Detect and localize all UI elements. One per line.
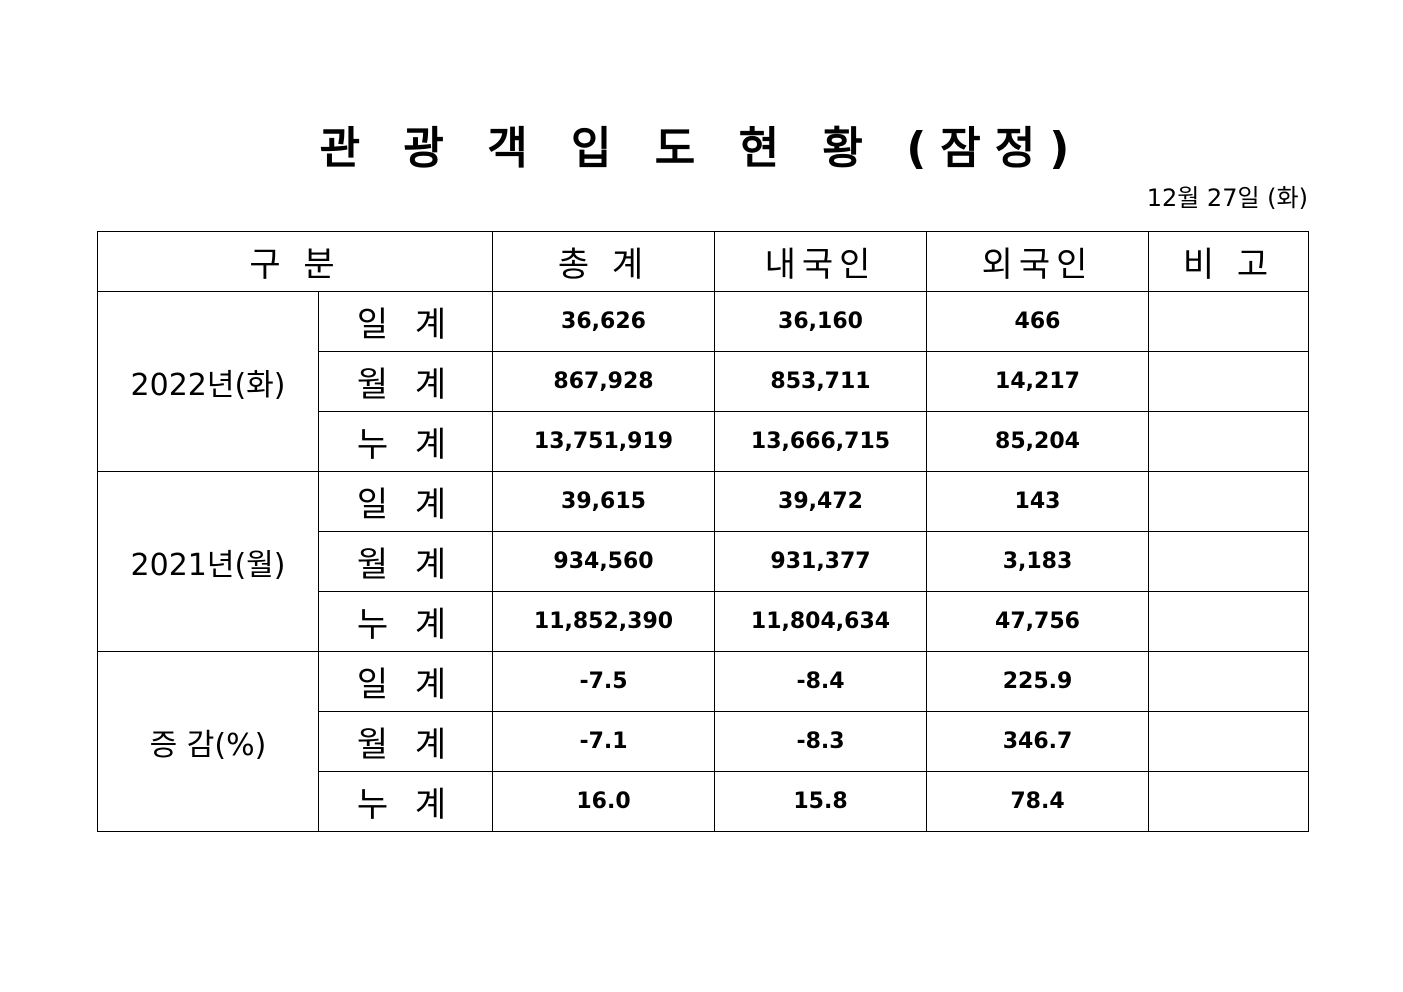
value-cell: 13,751,919 bbox=[492, 411, 715, 472]
value-cell: 14,217 bbox=[926, 351, 1149, 412]
column-header: 외국인 bbox=[926, 231, 1149, 292]
group-label: 증 감(%) bbox=[97, 651, 319, 832]
value-cell: 346.7 bbox=[926, 711, 1149, 772]
note-cell bbox=[1148, 351, 1309, 412]
value-cell: 11,852,390 bbox=[492, 591, 715, 652]
value-cell: -7.5 bbox=[492, 651, 715, 712]
data-row: 누 계 13,751,919 13,666,715 85,204 bbox=[98, 411, 1309, 472]
data-row: 증 감(%) 일 계 -7.5 -8.4 225.9 bbox=[97, 651, 1309, 832]
data-row: 누 계 16.0 15.8 78.4 bbox=[98, 771, 1309, 832]
note-cell bbox=[1148, 771, 1309, 832]
data-row: 2022년(화) 일 계 36,626 36,160 466 bbox=[97, 291, 1309, 472]
note-cell bbox=[1148, 291, 1309, 352]
value-cell: -8.4 bbox=[714, 651, 927, 712]
value-cell: 15.8 bbox=[714, 771, 927, 832]
data-row: 월 계 -7.1 -8.3 346.7 bbox=[98, 711, 1309, 772]
value-cell: 143 bbox=[926, 471, 1149, 532]
value-cell: 11,804,634 bbox=[714, 591, 927, 652]
value-cell: 3,183 bbox=[926, 531, 1149, 592]
value-cell: 867,928 bbox=[492, 351, 715, 412]
value-cell: 36,626 bbox=[492, 291, 715, 352]
row-label: 누 계 bbox=[318, 771, 493, 832]
value-cell: 36,160 bbox=[714, 291, 927, 352]
note-cell bbox=[1148, 591, 1309, 652]
group-label: 2022년(화) bbox=[97, 291, 319, 472]
row-label: 월 계 bbox=[318, 351, 493, 412]
row-label: 일 계 bbox=[318, 651, 493, 712]
value-cell: -8.3 bbox=[714, 711, 927, 772]
value-cell: 934,560 bbox=[492, 531, 715, 592]
title: 관 광 객 입 도 현 황 (잠정) bbox=[319, 123, 1084, 174]
row-label: 일 계 bbox=[318, 291, 493, 352]
value-cell: 853,711 bbox=[714, 351, 927, 412]
value-cell: 85,204 bbox=[926, 411, 1149, 472]
value-cell: 13,666,715 bbox=[714, 411, 927, 472]
data-row: 2021년(월) 일 계 39,615 39,472 143 bbox=[97, 471, 1309, 652]
column-header: 구 분 bbox=[97, 231, 493, 292]
data-row: 월 계 934,560 931,377 3,183 bbox=[98, 531, 1309, 592]
row-label: 누 계 bbox=[318, 591, 493, 652]
note-cell bbox=[1148, 471, 1309, 532]
value-cell: 39,615 bbox=[492, 471, 715, 532]
note-cell bbox=[1148, 411, 1309, 472]
data-row: 누 계 11,852,390 11,804,634 47,756 bbox=[98, 591, 1309, 652]
row-label: 월 계 bbox=[318, 711, 493, 772]
row-label: 일 계 bbox=[318, 471, 493, 532]
note-cell bbox=[1148, 531, 1309, 592]
row-label: 누 계 bbox=[318, 411, 493, 472]
row-label: 월 계 bbox=[318, 531, 493, 592]
value-cell: 16.0 bbox=[492, 771, 715, 832]
note-cell bbox=[1148, 711, 1309, 772]
value-cell: 225.9 bbox=[926, 651, 1149, 712]
value-cell: 39,472 bbox=[714, 471, 927, 532]
column-header: 총 계 bbox=[492, 231, 715, 292]
column-header: 비 고 bbox=[1148, 231, 1309, 292]
value-cell: 78.4 bbox=[926, 771, 1149, 832]
value-cell: 47,756 bbox=[926, 591, 1149, 652]
note-cell bbox=[1148, 651, 1309, 712]
value-cell: -7.1 bbox=[492, 711, 715, 772]
column-header: 내국인 bbox=[714, 231, 927, 292]
value-cell: 466 bbox=[926, 291, 1149, 352]
group-label: 2021년(월) bbox=[97, 471, 319, 652]
date: 12월 27일 (화) bbox=[1146, 184, 1308, 212]
value-cell: 931,377 bbox=[714, 531, 927, 592]
